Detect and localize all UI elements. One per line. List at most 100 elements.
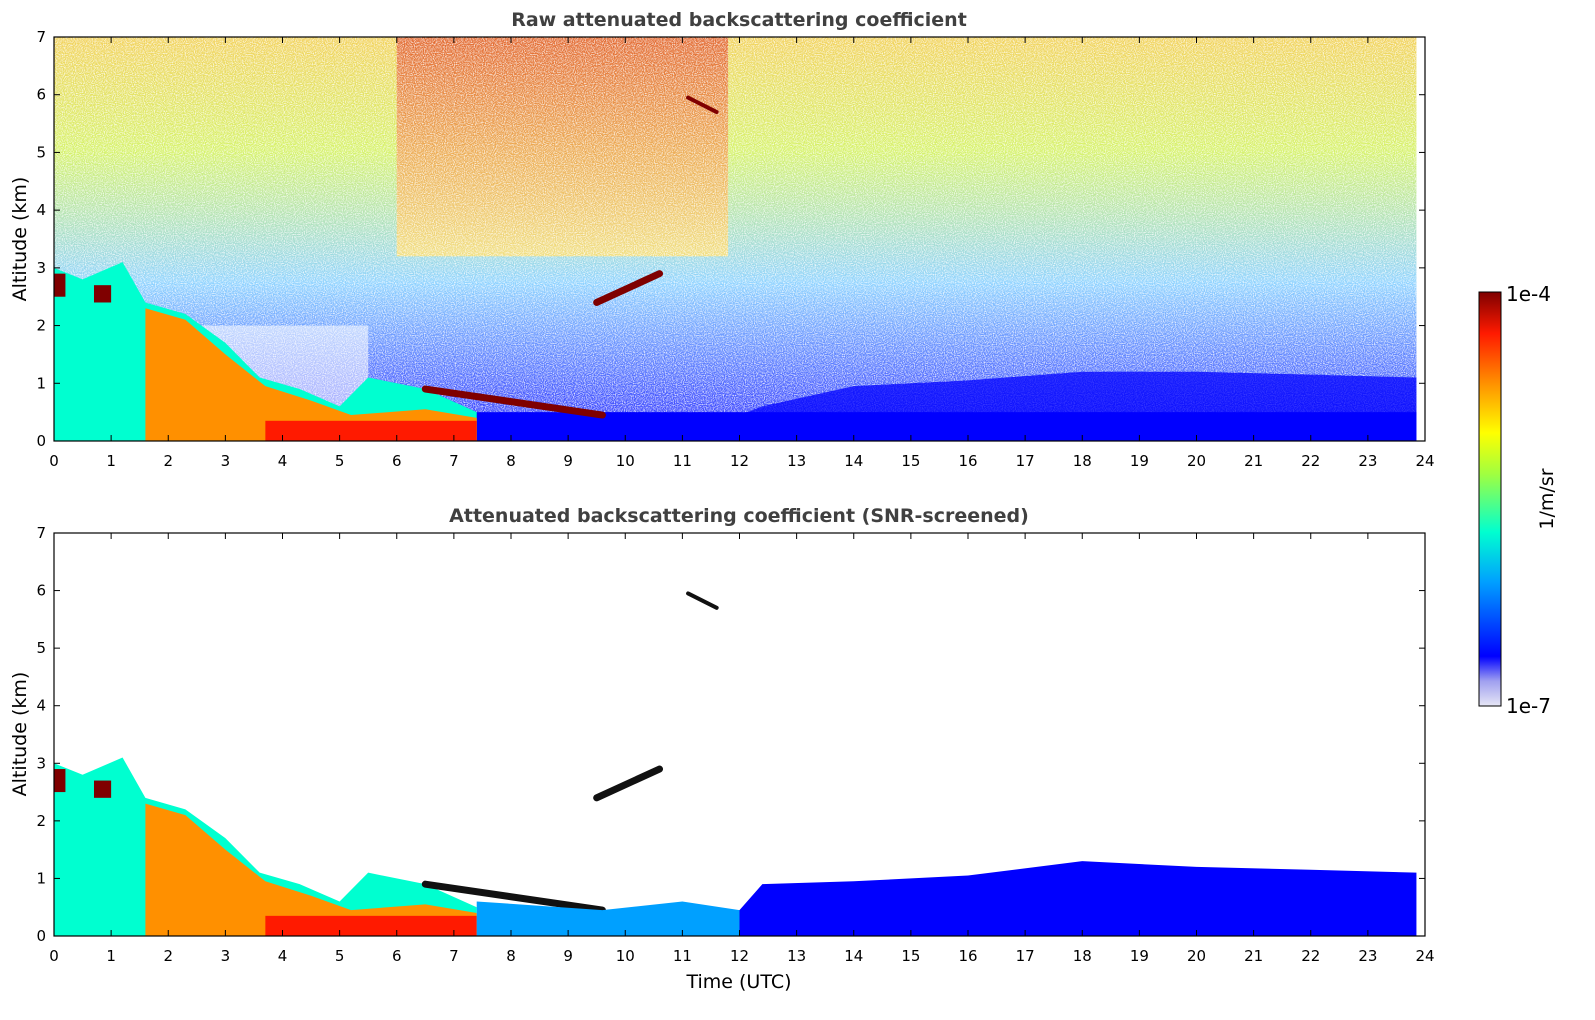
snr-screened-panel: Attenuated backscattering coefficient (S…	[9, 505, 1435, 993]
x-tick-label: 13	[787, 947, 806, 965]
cloud-patch	[54, 769, 66, 793]
x-tick-label: 24	[1415, 452, 1434, 470]
x-tick-label: 18	[1073, 947, 1092, 965]
x-tick-label: 22	[1301, 947, 1320, 965]
x-tick-label: 11	[673, 947, 692, 965]
boundary-layer-core	[145, 308, 477, 441]
x-tick-label: 10	[616, 452, 635, 470]
x-tick-label: 0	[49, 452, 59, 470]
x-tick-label: 14	[844, 947, 863, 965]
residual-layer	[476, 901, 740, 936]
boundary-layer-core	[145, 803, 477, 936]
x-tick-label: 16	[958, 452, 977, 470]
x-axis-label: Time (UTC)	[685, 971, 791, 993]
cloud-layer	[421, 385, 606, 419]
colorbar-min-label: 1e-7	[1506, 694, 1551, 718]
noise-field-warm	[396, 37, 729, 257]
y-tick-label: 3	[36, 754, 46, 772]
x-tick-label: 20	[1187, 452, 1206, 470]
x-tick-label: 9	[563, 947, 573, 965]
y-tick-label: 4	[36, 697, 46, 715]
x-tick-label: 8	[506, 452, 516, 470]
colorbar: 1e-4 1e-7 1/m/sr	[1478, 282, 1558, 718]
y-tick-label: 1	[36, 869, 46, 887]
y-tick-label: 5	[36, 143, 46, 161]
x-tick-label: 21	[1244, 452, 1263, 470]
colorbar-label: 1/m/sr	[1536, 468, 1558, 529]
x-tick-label: 14	[844, 452, 863, 470]
aerosol-layer	[739, 861, 1417, 936]
x-tick-label: 20	[1187, 947, 1206, 965]
cloud-patch	[93, 780, 112, 798]
cloud-patch	[686, 591, 719, 610]
x-tick-label: 4	[278, 947, 288, 965]
cloud-patch	[686, 95, 719, 115]
cloud-layer	[593, 270, 664, 306]
x-tick-label: 19	[1130, 452, 1149, 470]
x-tick-label: 15	[901, 947, 920, 965]
x-tick-label: 19	[1130, 947, 1149, 965]
chart-title: Raw attenuated backscattering coefficien…	[511, 9, 967, 31]
colorbar-gradient	[1478, 291, 1502, 707]
aerosol-layer	[739, 371, 1417, 441]
cloud-patch	[54, 273, 66, 297]
boundary-layer-peak	[265, 915, 477, 936]
x-tick-label: 23	[1358, 452, 1377, 470]
x-tick-label: 24	[1415, 947, 1434, 965]
x-tick-label: 5	[335, 947, 345, 965]
y-tick-label: 2	[36, 812, 46, 830]
y-tick-label: 6	[36, 582, 46, 600]
y-tick-label: 7	[36, 28, 46, 46]
plot-area	[54, 37, 1417, 441]
x-tick-label: 17	[1016, 452, 1035, 470]
colorbar-max-label: 1e-4	[1506, 282, 1551, 306]
x-tick-label: 7	[449, 452, 459, 470]
y-tick-label: 5	[36, 639, 46, 657]
x-tick-label: 8	[506, 947, 516, 965]
y-tick-label: 7	[36, 524, 46, 542]
y-axis: 0 1 2 3 4 5 6 7	[36, 28, 1425, 450]
cloud-patch	[93, 285, 112, 303]
boundary-layer-peak	[265, 420, 477, 441]
x-tick-label: 1	[106, 947, 116, 965]
x-tick-label: 3	[221, 452, 231, 470]
x-tick-label: 22	[1301, 452, 1320, 470]
y-axis-label: Altitude (km)	[9, 672, 31, 797]
y-tick-label: 0	[36, 927, 46, 945]
y-tick-label: 0	[36, 432, 46, 450]
x-tick-label: 13	[787, 452, 806, 470]
cloud-layer	[593, 765, 664, 802]
plot-area	[54, 591, 1417, 936]
x-tick-label: 6	[392, 947, 402, 965]
x-tick-label: 7	[449, 947, 459, 965]
x-tick-label: 17	[1016, 947, 1035, 965]
x-tick-label: 5	[335, 452, 345, 470]
x-tick-label: 23	[1358, 947, 1377, 965]
x-tick-label: 11	[673, 452, 692, 470]
y-tick-label: 4	[36, 201, 46, 219]
y-axis-label: Altitude (km)	[9, 177, 31, 302]
x-axis: 0 1 2 3 4 5 6 7 8 9 10 11 12 13 14 15 16 17 18 19 20 21 22 23 24	[49, 533, 1435, 965]
x-tick-label: 10	[616, 947, 635, 965]
x-tick-label: 12	[730, 452, 749, 470]
y-axis: 0 1 2 3 4 5 6 7	[36, 524, 1425, 945]
x-tick-label: 18	[1073, 452, 1092, 470]
y-tick-label: 2	[36, 317, 46, 335]
x-tick-label: 21	[1244, 947, 1263, 965]
chart-title: Attenuated backscattering coefficient (S…	[449, 505, 1029, 527]
x-tick-label: 15	[901, 452, 920, 470]
x-tick-label: 16	[958, 947, 977, 965]
x-tick-label: 3	[221, 947, 231, 965]
cloud-layer	[421, 880, 606, 914]
x-tick-label: 6	[392, 452, 402, 470]
x-tick-label: 12	[730, 947, 749, 965]
x-tick-label: 9	[563, 452, 573, 470]
x-tick-label: 2	[163, 947, 173, 965]
y-tick-label: 1	[36, 374, 46, 392]
x-tick-label: 0	[49, 947, 59, 965]
y-tick-label: 6	[36, 86, 46, 104]
x-tick-label: 1	[106, 452, 116, 470]
x-tick-label: 4	[278, 452, 288, 470]
x-tick-label: 2	[163, 452, 173, 470]
